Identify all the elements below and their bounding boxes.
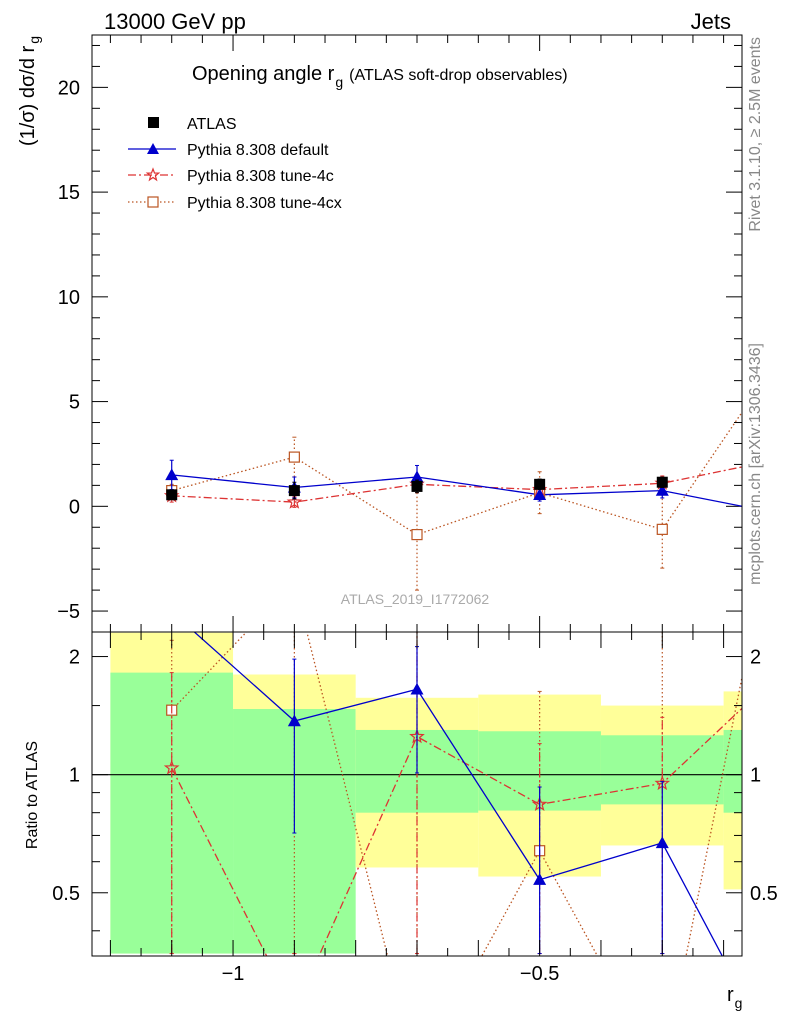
atlas-data-point: [166, 489, 178, 501]
main-title: Opening angle rg (ATLAS soft-drop observa…: [192, 63, 568, 90]
ratio-uncertainty-band-green: [723, 729, 742, 813]
ratio-y-tick-label: 1: [69, 765, 80, 787]
default-data-point: [533, 488, 547, 500]
main-y-axis-label-sub: g: [26, 36, 42, 44]
default-data-point: [655, 484, 669, 496]
tune4cx-data-point: [288, 451, 300, 463]
atlas-data-point: [411, 480, 423, 492]
main-y-tick-label: −5: [57, 601, 80, 623]
ratio-tune4c-point: [163, 759, 180, 775]
ratio-default-point: [533, 873, 547, 885]
main-series-line-3: [171, 411, 742, 536]
header-process-label: Jets: [691, 9, 731, 34]
ratio-default-point: [410, 682, 424, 695]
legend-label-tune4c: Pythia 8.308 tune-4c: [187, 168, 334, 185]
ratio-tune4c-point: [779, 662, 786, 674]
tune4c-data-point: [779, 452, 786, 464]
ratio-series-line-1: [171, 707, 742, 956]
legend-label-tune4cx: Pythia 8.308 tune-4cx: [187, 195, 342, 212]
ratio-default-point: [655, 836, 669, 849]
legend-marker-tune4c: [145, 167, 161, 182]
main-series-line-1: [171, 474, 742, 507]
ratio-panel: 0.5 0.5 1 1 2 2 −1 −0.5: [52, 631, 786, 985]
legend-label-default: Pythia 8.308 default: [187, 142, 329, 159]
default-data-point: [410, 470, 424, 483]
ratio-y-axis-label: Ratio to ATLAS: [24, 741, 41, 849]
legend-entry-default: Pythia 8.308 default: [128, 142, 329, 159]
x-axis-label-sub: g: [735, 995, 743, 1011]
tune4cx-data-point: [411, 528, 423, 541]
legend-label-atlas: ATLAS: [187, 116, 237, 133]
tune4cx-data-point: [780, 344, 786, 354]
x-axis-label-main: r: [727, 984, 734, 1006]
legend-entry-tune4cx: Pythia 8.308 tune-4cx: [128, 195, 342, 212]
ratio-series-line-0: [193, 632, 724, 956]
mcplots-label: mcplots.cern.ch [arXiv:1306.3436]: [747, 343, 764, 585]
tune4c-data-point: [286, 493, 303, 509]
ratio-y-tick-label: 0.5: [52, 883, 80, 905]
ratio-panel-frame: [91, 631, 743, 957]
analysis-id-watermark: ATLAS_2019_I1772062: [341, 591, 490, 607]
header-energy-label: 13000 GeV pp: [104, 9, 246, 34]
ratio-y-tick-label-right: 0.5: [750, 883, 778, 905]
atlas-data-point: [534, 478, 546, 490]
legend-marker-default: [147, 143, 159, 154]
atlas-data-point: [779, 476, 786, 487]
legend-entry-tune4c: Pythia 8.308 tune-4c: [128, 167, 334, 185]
atlas-data-point: [656, 476, 668, 488]
main-title-main: Opening angle r: [192, 63, 335, 85]
ratio-default-point: [287, 714, 301, 727]
main-series-line-2: [171, 466, 742, 503]
legend-marker-atlas: [148, 117, 159, 128]
ratio-y-tick-label-right: 2: [750, 647, 761, 669]
main-y-tick-label: 0: [69, 496, 80, 518]
legend: ATLAS Pythia 8.308 default Pythia 8.308 …: [128, 116, 342, 212]
main-title-sub: g: [335, 74, 343, 90]
x-tick-label: −1: [222, 963, 245, 985]
legend-entry-atlas: ATLAS: [148, 116, 237, 133]
x-axis-label: rg: [727, 984, 742, 1011]
main-y-tick-label: 10: [58, 287, 80, 309]
main-y-axis-label-main: (1/σ) dσ/d r: [17, 45, 39, 146]
main-y-tick-label: 5: [69, 392, 80, 414]
main-title-rest: (ATLAS soft-drop observables): [349, 67, 567, 84]
ratio-y-tick-label-right: 1: [750, 765, 761, 787]
svg-text:Opening angle rg(ATLAS soft-dr: Opening angle rg (ATLAS soft-drop observa…: [192, 63, 568, 90]
main-y-tick-label: 20: [58, 77, 80, 99]
default-data-point: [165, 468, 179, 481]
main-panel: −5 0 5 10 15 20: [57, 34, 786, 633]
rivet-version-label: Rivet 3.1.10, ≥ 2.5M events: [747, 37, 764, 232]
legend-marker-tune4cx: [147, 196, 159, 208]
default-data-point: [778, 508, 786, 520]
ratio-y-tick-label: 2: [69, 647, 80, 669]
tune4cx-data-point: [656, 523, 668, 535]
x-tick-label: −0.5: [520, 963, 559, 985]
main-y-axis-label: (1/σ) dσ/d rg: [17, 36, 42, 146]
main-y-tick-label: 15: [58, 182, 80, 204]
atlas-data-point: [288, 485, 300, 497]
